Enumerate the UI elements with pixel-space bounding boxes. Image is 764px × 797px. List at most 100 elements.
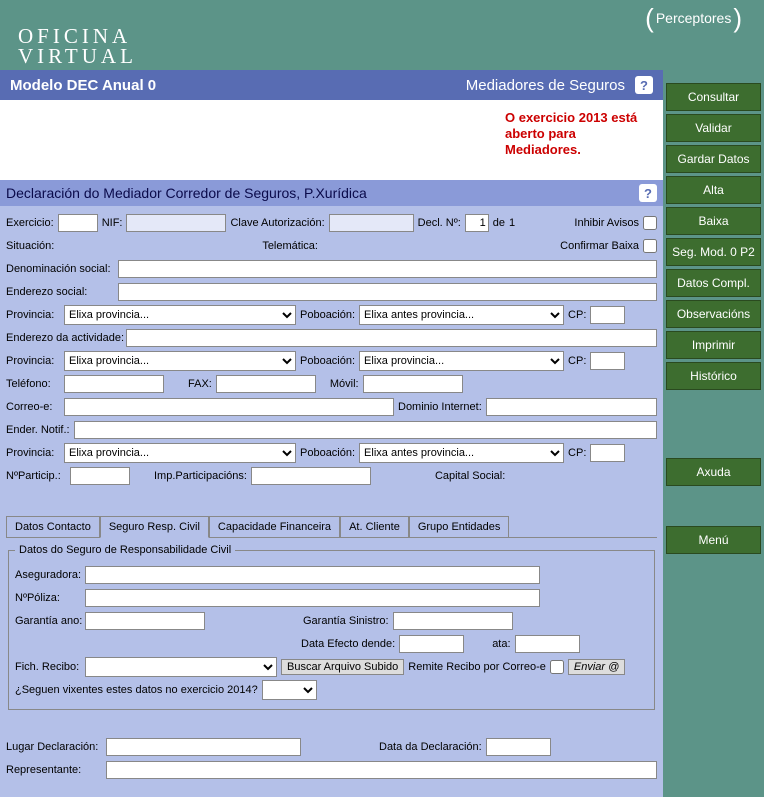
tabs: Datos Contacto Seguro Resp. Civil Capaci… xyxy=(6,515,657,538)
tab-datos-contacto[interactable]: Datos Contacto xyxy=(6,516,100,538)
npoliza-input[interactable] xyxy=(85,589,540,607)
form-area: Exercicio: NIF: Clave Autorización: Decl… xyxy=(0,206,663,797)
poboacion1-label: Poboación: xyxy=(300,309,355,321)
datos-compl-button[interactable]: Datos Compl. xyxy=(666,269,761,297)
fax-input[interactable] xyxy=(216,375,316,393)
endereco-social-label: Enderezo social: xyxy=(6,286,114,298)
ata-label: ata: xyxy=(492,638,510,650)
observacions-button[interactable]: Observacións xyxy=(666,300,761,328)
buscar-button[interactable]: Buscar Arquivo Subido xyxy=(281,659,404,675)
seguen-label: ¿Seguen vixentes estes datos no exercici… xyxy=(15,684,258,696)
exercicio-label: Exercicio: xyxy=(6,217,54,229)
confirmar-baixa-checkbox[interactable] xyxy=(643,239,657,253)
enviar-button[interactable]: Enviar @ xyxy=(568,659,625,675)
provincia1-select[interactable]: Elixa provincia... xyxy=(64,305,296,325)
validar-button[interactable]: Validar xyxy=(666,114,761,142)
axuda-button[interactable]: Axuda xyxy=(666,458,761,486)
provincia1-label: Provincia: xyxy=(6,309,60,321)
situacion-label: Situación: xyxy=(6,240,54,252)
garantia-sin-input[interactable] xyxy=(393,612,513,630)
cp1-input[interactable] xyxy=(590,306,625,324)
tab-grupo-entidades[interactable]: Grupo Entidades xyxy=(409,516,510,538)
alta-button[interactable]: Alta xyxy=(666,176,761,204)
de-label: de xyxy=(493,217,505,229)
provincia2-label: Provincia: xyxy=(6,355,60,367)
menu-button[interactable]: Menú xyxy=(666,526,761,554)
correo-input[interactable] xyxy=(64,398,394,416)
clave-aut-label: Clave Autorización: xyxy=(230,217,324,229)
fich-recibo-select[interactable] xyxy=(85,657,277,677)
data-decl-label: Data da Declaración: xyxy=(379,741,482,753)
ata-input[interactable] xyxy=(515,635,580,653)
tab-seguro[interactable]: Seguro Resp. Civil xyxy=(100,516,209,538)
data-decl-input[interactable] xyxy=(486,738,551,756)
tab-at-cliente[interactable]: At. Cliente xyxy=(340,516,409,538)
exercicio-input[interactable] xyxy=(58,214,98,232)
inhibir-checkbox[interactable] xyxy=(643,216,657,230)
seg-mod-button[interactable]: Seg. Mod. 0 P2 xyxy=(666,238,761,266)
tab-capacidade-financeira[interactable]: Capacidade Financeira xyxy=(209,516,340,538)
poboacion3-select[interactable]: Elixa antes provincia... xyxy=(359,443,564,463)
imp-part-label: Imp.Participacións: xyxy=(154,470,247,482)
help-icon[interactable]: ? xyxy=(635,76,653,94)
capital-label: Capital Social: xyxy=(435,470,505,482)
decl-n-label: Decl. Nº: xyxy=(418,217,461,229)
remite-checkbox[interactable] xyxy=(550,660,564,674)
poboacion1-select[interactable]: Elixa antes provincia... xyxy=(359,305,564,325)
fax-label: FAX: xyxy=(188,378,212,390)
poboacion2-label: Poboación: xyxy=(300,355,355,367)
cp3-input[interactable] xyxy=(590,444,625,462)
dominio-label: Dominio Internet: xyxy=(398,401,482,413)
decl-total: 1 xyxy=(509,217,515,229)
denom-input[interactable] xyxy=(118,260,657,278)
poboacion3-label: Poboación: xyxy=(300,447,355,459)
clave-aut-input[interactable] xyxy=(329,214,414,232)
notice-text: O exercicio 2013 está aberto para Mediad… xyxy=(505,110,645,158)
cp2-label: CP: xyxy=(568,355,586,367)
correo-label: Correo-e: xyxy=(6,401,60,413)
imprimir-button[interactable]: Imprimir xyxy=(666,331,761,359)
cp2-input[interactable] xyxy=(590,352,625,370)
nparticip-input[interactable] xyxy=(70,467,130,485)
seguro-legend: Datos do Seguro de Responsabilidade Civi… xyxy=(15,544,235,556)
remite-label: Remite Recibo por Correo-e xyxy=(408,661,546,673)
telefono-input[interactable] xyxy=(64,375,164,393)
cp3-label: CP: xyxy=(568,447,586,459)
logo-line2: VIRTUAL xyxy=(18,46,754,66)
endereco-act-input[interactable] xyxy=(126,329,657,347)
data-efecto-input[interactable] xyxy=(399,635,464,653)
baixa-button[interactable]: Baixa xyxy=(666,207,761,235)
paren-close-icon: ) xyxy=(733,11,742,25)
historico-button[interactable]: Histórico xyxy=(666,362,761,390)
denom-label: Denominación social: xyxy=(6,263,114,275)
endereco-social-input[interactable] xyxy=(118,283,657,301)
consultar-button[interactable]: Consultar xyxy=(666,83,761,111)
ender-notif-label: Ender. Notif.: xyxy=(6,424,70,436)
representante-label: Representante: xyxy=(6,764,102,776)
logo-line1: OFICINA xyxy=(18,26,754,46)
provincia3-select[interactable]: Elixa provincia... xyxy=(64,443,296,463)
perceptores-link[interactable]: ( Perceptores ) xyxy=(645,10,742,26)
movil-label: Móvil: xyxy=(330,378,359,390)
representante-input[interactable] xyxy=(106,761,657,779)
section-title: Declaración do Mediador Corredor de Segu… xyxy=(6,185,367,201)
provincia2-select[interactable]: Elixa provincia... xyxy=(64,351,296,371)
section-help-icon[interactable]: ? xyxy=(639,184,657,202)
data-efecto-label: Data Efecto dende: xyxy=(301,638,395,650)
decl-n-input[interactable] xyxy=(465,214,489,232)
gardar-datos-button[interactable]: Gardar Datos xyxy=(666,145,761,173)
seguen-select[interactable] xyxy=(262,680,317,700)
poboacion2-select[interactable]: Elixa provincia... xyxy=(359,351,564,371)
page-subtitle: Mediadores de Seguros xyxy=(466,77,625,94)
nif-input[interactable] xyxy=(126,214,226,232)
garantia-ano-input[interactable] xyxy=(85,612,205,630)
movil-input[interactable] xyxy=(363,375,463,393)
aseguradora-input[interactable] xyxy=(85,566,540,584)
dominio-input[interactable] xyxy=(486,398,657,416)
page-title: Modelo DEC Anual 0 xyxy=(10,77,156,94)
ender-notif-input[interactable] xyxy=(74,421,657,439)
imp-part-input[interactable] xyxy=(251,467,371,485)
confirmar-baixa-label: Confirmar Baixa xyxy=(560,240,639,252)
fich-recibo-label: Fich. Recibo: xyxy=(15,661,81,673)
lugar-decl-input[interactable] xyxy=(106,738,301,756)
